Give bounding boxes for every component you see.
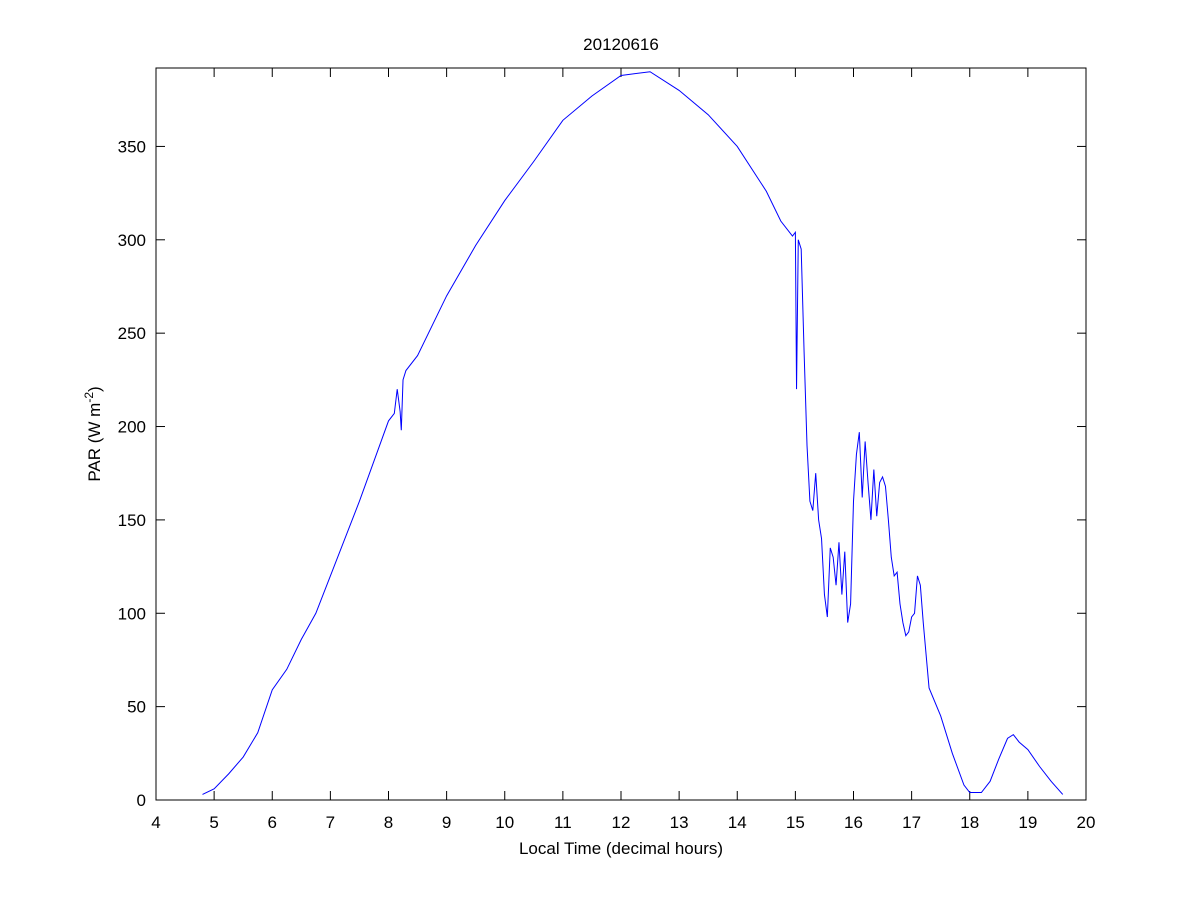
x-axis-label: Local Time (decimal hours)	[519, 839, 723, 858]
x-tick-label: 16	[844, 813, 863, 832]
x-tick-label: 13	[670, 813, 689, 832]
x-tick-label: 17	[902, 813, 921, 832]
x-tick-label: 6	[268, 813, 277, 832]
x-tick-label: 4	[151, 813, 160, 832]
x-tick-label: 5	[209, 813, 218, 832]
y-tick-label: 250	[118, 324, 146, 343]
plot-area	[155, 67, 1087, 801]
y-tick-label: 150	[118, 511, 146, 530]
x-tick-label: 8	[384, 813, 393, 832]
x-tick-label: 11	[554, 813, 572, 832]
x-tick-label: 19	[1018, 813, 1037, 832]
y-axis-label: PAR (W m-2)	[82, 386, 104, 481]
x-tick-label: 7	[326, 813, 335, 832]
y-label-superscript: -2	[82, 392, 96, 403]
chart-title: 20120616	[583, 35, 659, 54]
x-tick-label: 20	[1077, 813, 1096, 832]
x-tick-label: 10	[495, 813, 514, 832]
y-tick-label: 100	[118, 604, 146, 623]
x-tick-label: 14	[728, 813, 747, 832]
y-tick-label: 350	[118, 137, 146, 156]
data-line	[202, 71, 1064, 795]
y-tick-label: 0	[137, 791, 146, 810]
y-label-text: )	[85, 386, 104, 392]
y-tick-label: 50	[127, 698, 146, 717]
x-tick-label: 18	[960, 813, 979, 832]
y-tick-label: 300	[118, 231, 146, 250]
x-tick-label: 9	[442, 813, 451, 832]
y-tick-label: 200	[118, 418, 146, 437]
y-label-text: PAR (W m	[85, 403, 104, 482]
x-tick-label: 15	[786, 813, 805, 832]
x-tick-label: 12	[612, 813, 631, 832]
